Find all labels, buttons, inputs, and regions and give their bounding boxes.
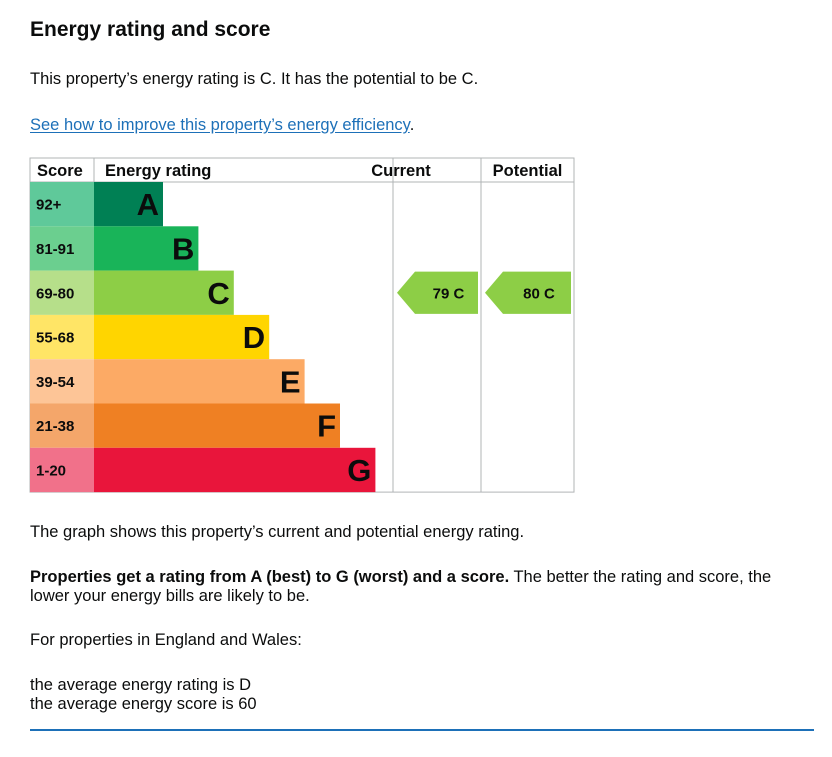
ratings-explanation: Properties get a rating from A (best) to… xyxy=(30,568,810,606)
rating-letter-d: D xyxy=(243,320,265,355)
improve-link-line: See how to improve this property’s energ… xyxy=(30,116,414,135)
rating-bar-d xyxy=(94,314,270,360)
score-cell-b xyxy=(30,226,94,271)
rating-letter-e: E xyxy=(280,364,301,399)
score-cell-d xyxy=(30,314,94,360)
rating-letter-b: B xyxy=(172,231,194,266)
link-suffix: . xyxy=(409,116,415,134)
rating-letter-a: A xyxy=(137,187,159,222)
ratings-explanation-rest: The better the rating and score, the low… xyxy=(30,568,772,605)
header-energy-rating: Energy rating xyxy=(105,162,211,180)
score-cell-a xyxy=(30,182,94,227)
score-range-b: 81-91 xyxy=(36,241,74,258)
rating-bar-e xyxy=(94,359,305,404)
score-range-a: 92+ xyxy=(36,197,62,214)
graph-caption: The graph shows this property’s current … xyxy=(30,523,525,541)
score-range-g: 1-20 xyxy=(36,462,66,479)
score-range-c: 69-80 xyxy=(36,285,74,302)
score-range-f: 21-38 xyxy=(36,418,74,435)
section-divider xyxy=(30,729,814,731)
score-cell-c xyxy=(30,270,94,315)
header-current: Current xyxy=(371,162,431,180)
rating-summary: This property’s energy rating is C. It h… xyxy=(30,70,479,88)
rating-letter-g: G xyxy=(347,453,371,488)
rating-bar-g xyxy=(94,447,376,493)
average-rating: the average energy rating is D xyxy=(30,676,252,694)
rating-bar-c xyxy=(94,270,234,315)
header-score: Score xyxy=(37,162,83,180)
header-potential: Potential xyxy=(493,162,563,180)
rating-bar-f xyxy=(94,403,340,448)
average-score: the average energy score is 60 xyxy=(30,695,257,713)
score-cell-f xyxy=(30,403,94,448)
rating-letter-c: C xyxy=(207,276,229,311)
potential-rating-arrow xyxy=(485,271,571,314)
improve-efficiency-link[interactable]: See how to improve this property’s energ… xyxy=(30,116,410,134)
rating-bar-b xyxy=(94,226,199,271)
score-cell-e xyxy=(30,359,94,404)
potential-rating-label: 80 C xyxy=(523,285,555,302)
current-rating-label: 79 C xyxy=(433,285,465,302)
score-cell-g xyxy=(30,447,94,493)
page-title: Energy rating and score xyxy=(30,18,271,41)
score-range-e: 39-54 xyxy=(36,374,75,391)
rating-bar-a xyxy=(94,182,163,227)
energy-rating-chart: Score Energy rating Current Potential 92+ A 81… xyxy=(29,157,575,493)
current-rating-arrow xyxy=(397,271,478,314)
rating-letter-f: F xyxy=(317,409,336,444)
ratings-explanation-bold: Properties get a rating from A (best) to… xyxy=(30,568,510,586)
england-wales-label: For properties in England and Wales: xyxy=(30,631,302,649)
score-range-d: 55-68 xyxy=(36,330,74,347)
